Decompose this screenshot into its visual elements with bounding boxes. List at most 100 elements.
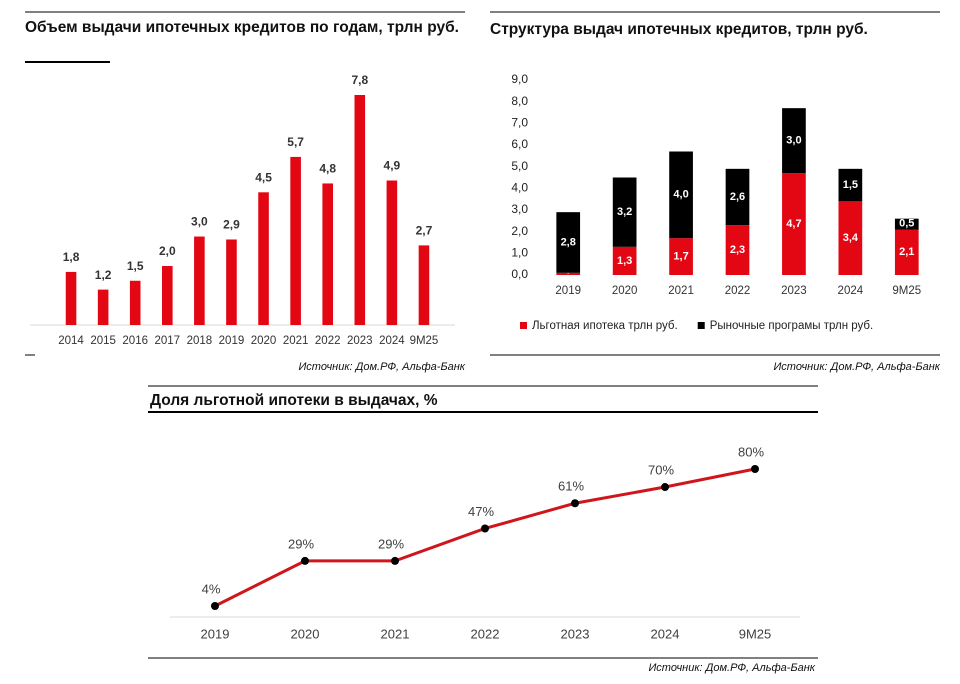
- data-label: 80%: [738, 444, 764, 459]
- bar: [161, 266, 173, 325]
- chart-title: Доля льготной ипотеки в выдачах, %: [150, 392, 438, 409]
- x-tick-label: 9M25: [739, 626, 772, 641]
- bar: [97, 289, 109, 325]
- bar-segment: [612, 246, 637, 275]
- data-label: 2,8: [561, 236, 576, 248]
- x-tick-label: 2022: [471, 626, 500, 641]
- bar-segment: [612, 177, 637, 247]
- x-tick-label: 2019: [555, 285, 581, 297]
- bar-segment: [894, 229, 919, 275]
- data-label: 4,8: [319, 162, 336, 176]
- source: Источник: Дом.РФ, Альфа-Банк: [773, 361, 940, 373]
- data-label: 2,6: [730, 191, 745, 203]
- x-tick-label: 2015: [90, 335, 116, 347]
- point: [571, 499, 579, 508]
- y-tick-label: 7,0: [511, 116, 528, 130]
- data-label: 5,7: [287, 135, 304, 149]
- x-tick-label: 2018: [187, 335, 213, 347]
- x-tick-label: 2017: [154, 335, 180, 347]
- data-label: 4,7: [786, 218, 801, 230]
- x-tick-label: 2020: [291, 626, 320, 641]
- x-tick-label: 2020: [251, 335, 277, 347]
- data-label: 2,0: [159, 244, 176, 258]
- y-tick-label: 9,0: [511, 72, 528, 86]
- point: [211, 602, 219, 610]
- x-tick-label: 2024: [651, 626, 680, 641]
- data-label: 1,2: [95, 268, 112, 282]
- y-tick-label: 3,0: [511, 202, 528, 216]
- legend-label: Льготная ипотека трлн руб.: [532, 320, 678, 332]
- x-tick-label: 2019: [201, 626, 230, 641]
- x-tick-label: 2022: [315, 335, 341, 347]
- y-tick-label: 6,0: [511, 137, 528, 151]
- bar-segment: [782, 108, 806, 174]
- bar-segment: [725, 168, 750, 226]
- data-label: 4,0: [673, 189, 688, 201]
- x-tick-label: 2020: [612, 285, 638, 297]
- data-label: 29%: [378, 536, 404, 551]
- data-label: 1,7: [673, 250, 688, 262]
- data-label: 2,1: [899, 246, 914, 258]
- bar-segment: [725, 225, 750, 275]
- y-tick-label: 5,0: [511, 159, 528, 173]
- bar-segment: [838, 201, 863, 275]
- data-label: 1,5: [127, 259, 144, 273]
- point: [391, 556, 399, 565]
- point: [661, 483, 669, 492]
- point: [481, 524, 489, 533]
- y-tick-label: 4,0: [511, 181, 528, 195]
- data-label: 1,3: [617, 255, 632, 267]
- bar-segment: [838, 168, 863, 202]
- bar-segment: [556, 212, 581, 273]
- x-tick-label: 9M25: [410, 335, 439, 347]
- x-tick-label: 2022: [725, 285, 751, 297]
- x-tick-label: 2023: [781, 285, 807, 297]
- bar-segment: [782, 173, 806, 275]
- source: Источник: Дом.РФ, Альфа-Банк: [648, 662, 815, 674]
- x-tick-label: 2023: [561, 626, 590, 641]
- data-label: 3,0: [191, 215, 208, 229]
- bar-segment: [669, 151, 693, 239]
- x-tick-label: 2021: [283, 335, 309, 347]
- data-label: 2,7: [416, 224, 433, 238]
- bar-segment: [556, 272, 581, 275]
- legend-swatch: [520, 322, 527, 329]
- x-tick-label: 2024: [379, 335, 405, 347]
- data-label: 4%: [202, 581, 221, 596]
- x-tick-label: 9M25: [892, 285, 921, 297]
- bar: [418, 245, 430, 325]
- data-label: 2,3: [730, 244, 745, 256]
- data-label: 1,5: [843, 179, 858, 191]
- data-label: 70%: [648, 462, 674, 477]
- data-label: 7,8: [351, 73, 368, 87]
- x-tick-label: 2019: [219, 335, 245, 347]
- data-label: 3,2: [617, 206, 632, 218]
- data-label: 1,8: [63, 250, 80, 264]
- y-tick-label: 2,0: [511, 224, 528, 238]
- data-label: 29%: [288, 536, 314, 551]
- data-label: 4,9: [384, 159, 401, 173]
- y-tick-label: 8,0: [511, 94, 528, 108]
- bar: [258, 192, 269, 325]
- bar: [65, 271, 77, 325]
- bar: [194, 236, 205, 325]
- bar: [290, 156, 301, 325]
- data-label: 2,9: [223, 218, 240, 232]
- bar: [354, 95, 366, 325]
- chart-title: Объем выдачи ипотечных кредитов по годам…: [25, 19, 459, 36]
- x-tick-label: 2021: [381, 626, 410, 641]
- x-tick-label: 2016: [122, 335, 148, 347]
- source: Источник: Дом.РФ, Альфа-Банк: [298, 361, 465, 373]
- bar: [322, 183, 334, 325]
- y-tick-label: 1,0: [511, 246, 528, 260]
- data-label: 4,5: [255, 170, 272, 184]
- data-label: 3,4: [843, 232, 859, 244]
- data-label: 3,0: [786, 135, 801, 147]
- legend-swatch: [697, 322, 705, 329]
- point: [301, 556, 309, 565]
- data-label: 47%: [468, 504, 494, 519]
- bar-segment: [894, 218, 919, 230]
- chart-title: Структура выдач ипотечных кредитов, трлн…: [490, 21, 868, 38]
